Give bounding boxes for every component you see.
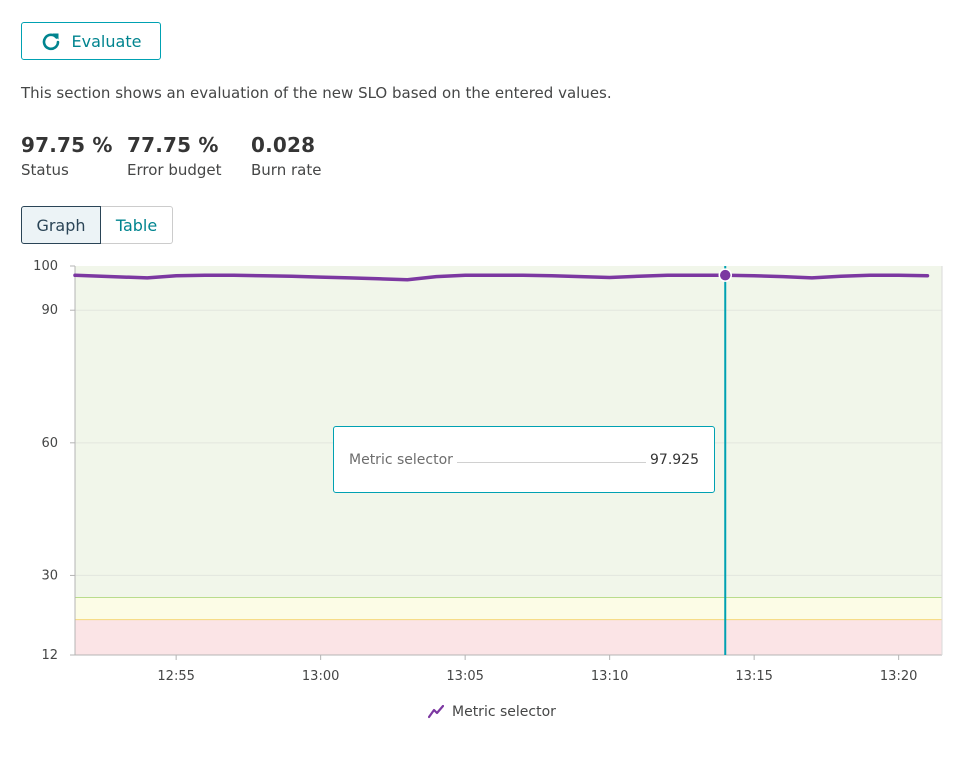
stat-status-label: Status bbox=[21, 161, 69, 179]
y-tick-label: 12 bbox=[41, 648, 58, 663]
hover-point bbox=[718, 268, 732, 282]
x-tick-label: 13:05 bbox=[446, 669, 483, 684]
stat-burn-rate-value: 0.028 bbox=[251, 133, 316, 157]
y-tick-label: 30 bbox=[41, 568, 58, 583]
x-tick-label: 13:15 bbox=[735, 669, 772, 684]
evaluate-button[interactable]: Evaluate bbox=[21, 22, 161, 60]
tab-graph[interactable]: Graph bbox=[21, 206, 101, 244]
stat-error-budget-label: Error budget bbox=[127, 161, 222, 179]
band-warning bbox=[75, 597, 942, 620]
x-tick-label: 13:00 bbox=[302, 669, 339, 684]
stat-status-value: 97.75 % bbox=[21, 133, 113, 157]
tooltip-value: 97.925 bbox=[650, 451, 699, 468]
chart-legend-item[interactable]: Metric selector bbox=[428, 704, 556, 720]
stat-error-budget: 77.75 % Error budget bbox=[127, 133, 222, 179]
line-series-icon bbox=[428, 705, 444, 719]
stat-burn-rate: 0.028 Burn rate bbox=[251, 133, 321, 179]
y-tick-label: 60 bbox=[41, 436, 58, 451]
x-tick-label: 12:55 bbox=[157, 669, 194, 684]
evaluate-button-label: Evaluate bbox=[71, 31, 142, 51]
tooltip-leader bbox=[456, 462, 646, 463]
tab-table[interactable]: Table bbox=[101, 206, 173, 244]
band-error bbox=[75, 619, 942, 655]
legend-label: Metric selector bbox=[452, 704, 556, 720]
chart-tooltip: Metric selector 97.925 bbox=[333, 426, 715, 493]
slo-chart[interactable]: 100 90 60 30 12 12:55 13:00 13:05 13:10 13:15 13:2… bbox=[0, 250, 978, 700]
section-description: This section shows an evaluation of the … bbox=[21, 84, 612, 102]
view-tabs: Graph Table bbox=[21, 206, 173, 244]
stat-error-budget-value: 77.75 % bbox=[127, 133, 219, 157]
stat-status: 97.75 % Status bbox=[21, 133, 113, 179]
y-tick-label: 100 bbox=[33, 259, 58, 274]
stat-burn-rate-label: Burn rate bbox=[251, 161, 322, 179]
series-line-metric-selector bbox=[73, 273, 930, 282]
x-tick-label: 13:10 bbox=[591, 669, 628, 684]
x-tick-label: 13:20 bbox=[880, 669, 917, 684]
tooltip-label: Metric selector bbox=[349, 451, 453, 468]
y-tick-label: 90 bbox=[41, 303, 58, 318]
refresh-icon bbox=[42, 33, 59, 51]
